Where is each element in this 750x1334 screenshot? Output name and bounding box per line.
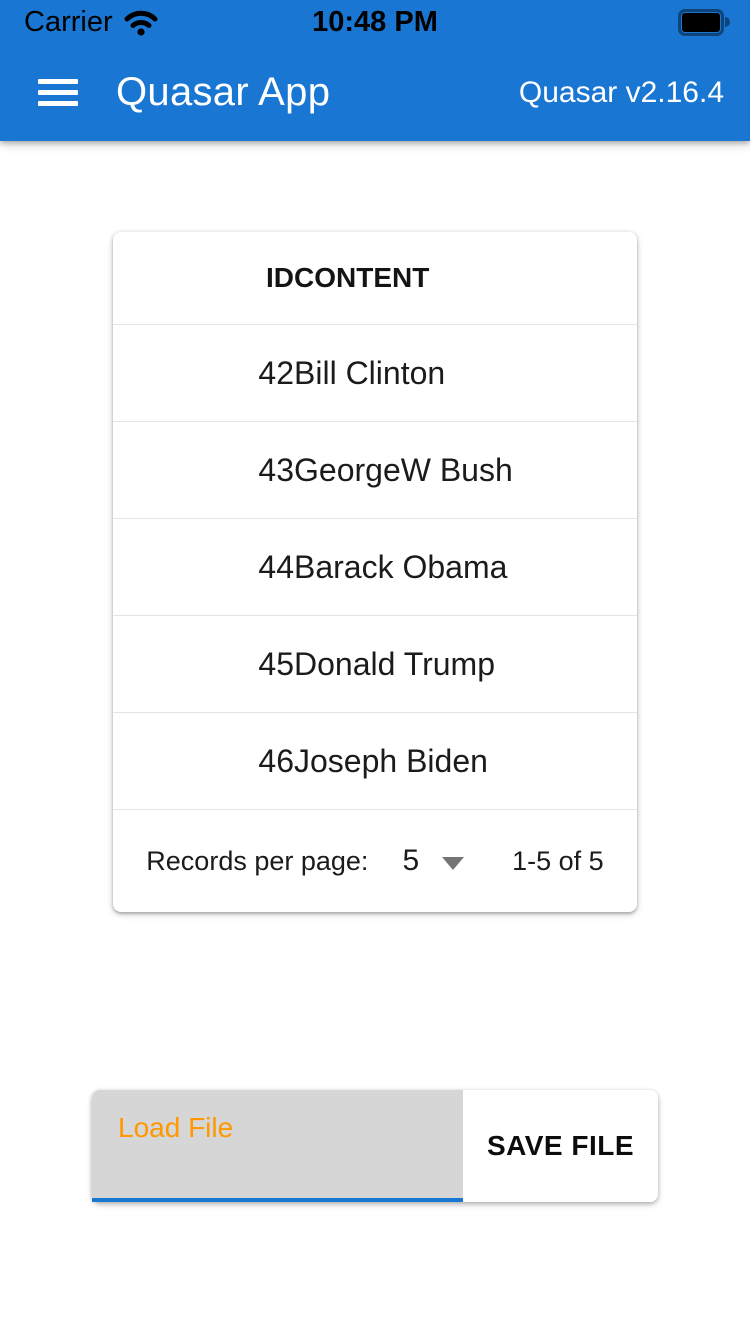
chevron-down-icon [442,857,465,870]
cell-id: 42 [113,324,294,422]
toolbar: Quasar App Quasar v2.16.4 [0,44,750,141]
table-pagination: Records per page: 5 1-5 of 5 [113,810,637,912]
status-right [678,0,724,44]
records-per-page-label: Records per page: [146,845,369,876]
status-time: 10:48 PM [312,5,438,38]
app-version: Quasar v2.16.4 [518,75,724,109]
wifi-icon [124,10,158,36]
table-row: 46 Joseph Biden [113,712,637,810]
table-row: 43 GeorgeW Bush [113,421,637,519]
column-header-id: ID [113,232,294,325]
cell-id: 45 [113,615,294,713]
carrier-label: Carrier [24,5,113,38]
cell-content: Barack Obama [294,518,637,616]
cell-id: 43 [113,421,294,519]
cell-content: GeorgeW Bush [294,421,637,519]
records-table-card: ID CONTENT 42 Bill Clinton 43 GeorgeW Bu… [113,232,637,912]
menu-icon [38,79,78,84]
file-controls: Load File SAVE FILE [92,1090,658,1202]
cell-content: Joseph Biden [294,712,637,810]
table-header-row: ID CONTENT [113,232,637,325]
battery-icon [678,8,724,36]
save-file-button[interactable]: SAVE FILE [463,1090,658,1202]
cell-content: Donald Trump [294,615,637,713]
cell-content: Bill Clinton [294,324,637,422]
menu-button[interactable] [38,69,78,116]
rows-per-page-value: 5 [402,844,420,877]
table-row: 44 Barack Obama [113,518,637,616]
table-row: 42 Bill Clinton [113,324,637,422]
pagination-range: 1-5 of 5 [512,845,604,876]
app-title: Quasar App [116,70,331,114]
status-left: Carrier [24,0,158,44]
load-file-label: Load File [118,1112,234,1143]
cell-id: 44 [113,518,294,616]
table-row: 45 Donald Trump [113,615,637,713]
status-bar: Carrier 10:48 PM [0,0,750,44]
input-focus-underline [92,1198,463,1202]
rows-per-page-select[interactable]: 5 [402,844,465,878]
cell-id: 46 [113,712,294,810]
load-file-input[interactable]: Load File [92,1090,463,1202]
records-table: ID CONTENT 42 Bill Clinton 43 GeorgeW Bu… [113,232,637,810]
column-header-content: CONTENT [294,232,637,325]
app-header: Carrier 10:48 PM Quasar App [0,0,750,141]
